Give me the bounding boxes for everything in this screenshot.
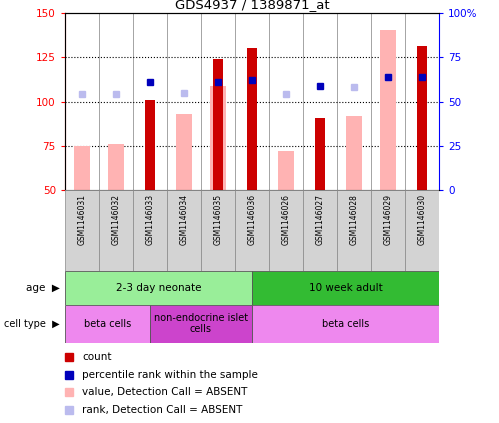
- Text: GSM1146026: GSM1146026: [281, 194, 290, 245]
- Text: rank, Detection Call = ABSENT: rank, Detection Call = ABSENT: [82, 405, 243, 415]
- Text: percentile rank within the sample: percentile rank within the sample: [82, 370, 258, 380]
- Bar: [380, 30, 396, 190]
- Bar: [278, 151, 294, 190]
- Bar: [145, 100, 155, 190]
- Text: GSM1146027: GSM1146027: [315, 194, 324, 245]
- Bar: [235, 190, 269, 271]
- Bar: [150, 305, 252, 343]
- Text: count: count: [82, 352, 112, 362]
- Text: non-endocrine islet
cells: non-endocrine islet cells: [154, 313, 248, 335]
- Text: cell type  ▶: cell type ▶: [4, 319, 60, 329]
- Bar: [337, 190, 371, 271]
- Bar: [133, 190, 167, 271]
- Text: value, Detection Call = ABSENT: value, Detection Call = ABSENT: [82, 387, 248, 398]
- Bar: [405, 190, 439, 271]
- Text: GSM1146036: GSM1146036: [248, 194, 256, 245]
- Bar: [99, 190, 133, 271]
- Bar: [247, 48, 257, 190]
- Bar: [303, 190, 337, 271]
- Bar: [65, 305, 150, 343]
- Bar: [417, 47, 427, 190]
- Text: age  ▶: age ▶: [26, 283, 60, 293]
- Text: GSM1146030: GSM1146030: [418, 194, 427, 245]
- Bar: [252, 305, 439, 343]
- Bar: [346, 116, 362, 190]
- Bar: [213, 59, 223, 190]
- Bar: [167, 190, 201, 271]
- Bar: [371, 190, 405, 271]
- Text: GSM1146034: GSM1146034: [180, 194, 189, 245]
- Text: beta cells: beta cells: [84, 319, 131, 329]
- Bar: [252, 271, 439, 305]
- Text: beta cells: beta cells: [322, 319, 369, 329]
- Text: GSM1146033: GSM1146033: [145, 194, 154, 245]
- Text: 2-3 day neonate: 2-3 day neonate: [116, 283, 201, 293]
- Bar: [176, 114, 192, 190]
- Bar: [315, 118, 325, 190]
- Bar: [201, 190, 235, 271]
- Title: GDS4937 / 1389871_at: GDS4937 / 1389871_at: [175, 0, 329, 11]
- Text: GSM1146031: GSM1146031: [77, 194, 86, 245]
- Text: GSM1146029: GSM1146029: [384, 194, 393, 245]
- Bar: [108, 144, 124, 190]
- Bar: [210, 85, 226, 190]
- Bar: [269, 190, 303, 271]
- Text: 10 week adult: 10 week adult: [309, 283, 382, 293]
- Text: GSM1146035: GSM1146035: [214, 194, 223, 245]
- Bar: [65, 271, 252, 305]
- Text: GSM1146028: GSM1146028: [350, 194, 359, 245]
- Bar: [65, 190, 99, 271]
- Text: GSM1146032: GSM1146032: [111, 194, 120, 245]
- Bar: [74, 146, 89, 190]
